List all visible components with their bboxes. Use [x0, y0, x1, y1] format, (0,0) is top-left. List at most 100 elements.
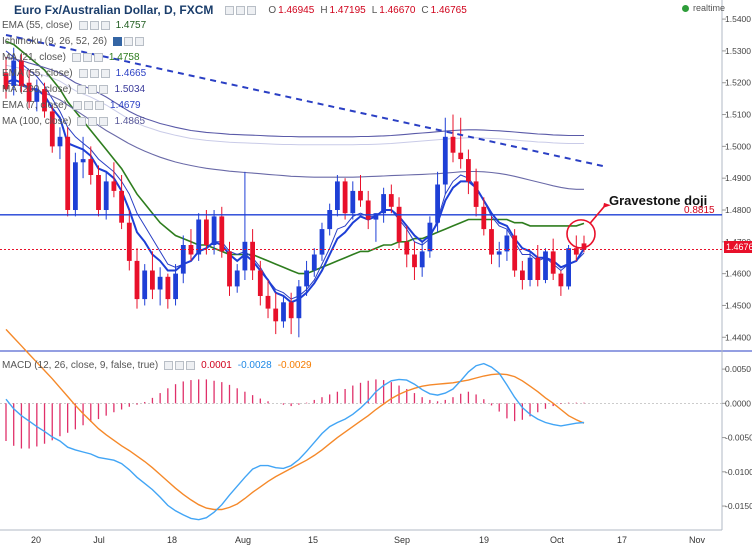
candle-body — [520, 270, 525, 280]
close-icon[interactable] — [247, 5, 257, 15]
candle-body — [296, 286, 302, 319]
indicator-row[interactable]: Ichimoku (9, 26, 52, 26) — [0, 33, 150, 49]
dashed-trendline — [5, 34, 607, 168]
settings-icon[interactable] — [89, 20, 99, 30]
settings-icon[interactable] — [236, 5, 246, 15]
x-tick-label: 20 — [31, 535, 41, 545]
candle-body — [543, 251, 548, 280]
candle-body — [150, 270, 155, 290]
x-tick-label: 15 — [308, 535, 318, 545]
callout-arrow-line — [589, 206, 605, 224]
macd-y-tick-label: 0.0000 — [725, 398, 751, 408]
eye-icon[interactable] — [78, 20, 88, 30]
close-icon[interactable] — [95, 100, 105, 110]
y-tick-label: 1.5400 — [725, 14, 751, 24]
symbol-title: Euro Fx/Australian Dollar, D, FXCM — [14, 3, 214, 17]
close-icon[interactable] — [99, 84, 109, 94]
close-icon[interactable] — [100, 20, 110, 30]
callout-arrow-head — [603, 202, 611, 208]
candle-body — [142, 270, 148, 300]
eye-icon[interactable] — [113, 36, 123, 46]
last-price-tag: 1.4676 — [724, 241, 752, 253]
indicator-row[interactable]: EMA (7, close) 1.4679 — [0, 97, 141, 113]
macd-y-tick-label: -0.0050 — [725, 433, 752, 443]
candle-body — [396, 206, 402, 242]
indicator-value: 1.4865 — [114, 115, 146, 127]
candle-body — [73, 162, 78, 210]
indicator-row[interactable]: MA (200, close) 1.5034 — [0, 81, 145, 97]
settings-icon[interactable] — [84, 100, 94, 110]
candle-body — [250, 241, 255, 271]
indicator-name: MA (21, close) — [2, 51, 66, 63]
indicator-name: Ichimoku (9, 26, 52, 26) — [2, 35, 108, 47]
candle-body — [527, 257, 533, 280]
close-icon[interactable] — [100, 68, 110, 78]
symbol-buttons — [225, 5, 257, 15]
eye-icon[interactable] — [225, 5, 235, 15]
candle-body — [49, 111, 55, 147]
candle-body — [466, 159, 471, 182]
ma-line — [5, 56, 584, 138]
eye-icon[interactable] — [71, 52, 81, 62]
close-icon[interactable] — [93, 52, 103, 62]
candle-body — [442, 136, 448, 185]
eye-icon[interactable] — [73, 100, 83, 110]
candle-body — [427, 222, 433, 252]
gravestone-doji-callout: Gravestone doji — [609, 193, 708, 208]
indicator-row[interactable]: MA (100, close) 1.4865 — [0, 113, 145, 129]
macd-header[interactable]: MACD (12, 26, close, 9, false, true) 0.0… — [0, 357, 312, 373]
candle-body — [350, 190, 356, 214]
candle-body — [481, 206, 487, 230]
candle-body — [96, 175, 101, 210]
settings-icon[interactable] — [82, 52, 92, 62]
candle-body — [265, 295, 271, 309]
candle-body — [388, 194, 394, 207]
candle-body — [88, 159, 94, 175]
eye-icon[interactable] — [77, 116, 87, 126]
candle-body — [111, 181, 117, 191]
close-icon[interactable] — [135, 36, 145, 46]
candle-body — [535, 257, 541, 280]
eye-icon[interactable] — [77, 84, 87, 94]
settings-icon[interactable] — [124, 36, 134, 46]
candle-body — [273, 308, 279, 322]
settings-icon[interactable] — [175, 360, 185, 370]
indicator-value: 1.4758 — [108, 51, 140, 63]
settings-icon[interactable] — [89, 68, 99, 78]
indicator-row[interactable]: EMA (55, close) 1.4665 — [0, 65, 146, 81]
indicator-row[interactable]: EMA (55, close) 1.4757 — [0, 17, 146, 33]
ohlc-high-value: 1.47195 — [329, 4, 366, 16]
macd-histogram-value: 0.0001 — [201, 359, 232, 371]
indicator-name: EMA (55, close) — [2, 67, 73, 79]
indicator-name: MA (200, close) — [2, 83, 72, 95]
close-icon[interactable] — [99, 116, 109, 126]
candle-body — [358, 190, 363, 201]
ohlc-low-key: L — [371, 4, 378, 16]
y-tick-label: 1.5000 — [725, 141, 751, 151]
grid — [0, 0, 752, 531]
close-icon[interactable] — [186, 360, 196, 370]
x-tick-label: 17 — [617, 535, 627, 545]
realtime-label: realtime — [693, 3, 726, 13]
candle-body — [234, 270, 240, 287]
candle-body — [281, 302, 286, 322]
eye-icon[interactable] — [78, 68, 88, 78]
candle-body — [65, 136, 71, 210]
y-tick-label: 1.5100 — [725, 110, 751, 120]
candle-body — [103, 181, 109, 210]
candle-body — [458, 152, 464, 160]
x-tick-label: 19 — [479, 535, 489, 545]
indicator-value: 1.5034 — [114, 83, 146, 95]
candle-body — [566, 248, 571, 287]
indicator-row[interactable]: MA (21, close) 1.4758 — [0, 49, 140, 65]
candle-body — [435, 184, 440, 223]
settings-icon[interactable] — [88, 84, 98, 94]
candle-body — [419, 251, 425, 268]
x-tick-label: Jul — [93, 535, 105, 545]
settings-icon[interactable] — [88, 116, 98, 126]
macd-y-tick-label: -0.0100 — [725, 467, 752, 477]
eye-icon[interactable] — [164, 360, 174, 370]
macd-y-tick-label: -0.0150 — [725, 501, 752, 511]
y-tick-label: 1.5200 — [725, 78, 751, 88]
